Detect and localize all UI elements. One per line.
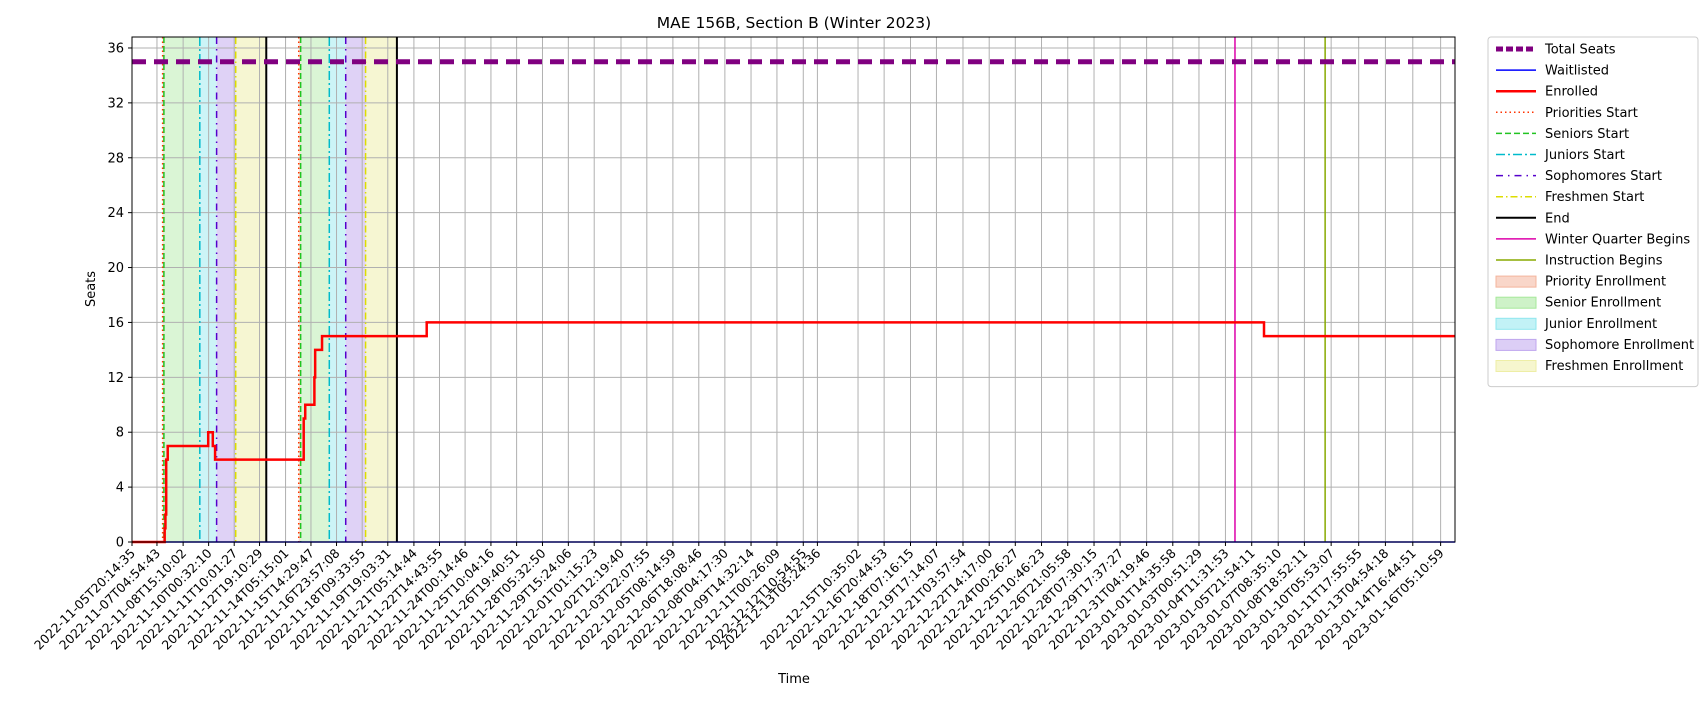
y-tick-label: 0	[116, 536, 124, 551]
sophomore-enrollment-region	[216, 37, 236, 542]
legend-label: Senior Enrollment	[1545, 296, 1661, 311]
legend-label: Freshmen Start	[1545, 190, 1644, 205]
legend-label: Total Seats	[1544, 43, 1616, 58]
legend-label: End	[1545, 211, 1570, 226]
y-tick-label: 32	[107, 96, 124, 111]
legend-label: Enrolled	[1545, 85, 1598, 100]
legend-label: Seniors Start	[1545, 127, 1629, 142]
legend-swatch	[1495, 296, 1537, 309]
y-tick-label: 20	[107, 261, 124, 276]
y-tick-label: 24	[107, 206, 124, 221]
freshmen-enrollment-region	[235, 37, 267, 542]
legend-label: Juniors Start	[1544, 148, 1625, 163]
sophomore-enrollment-region	[345, 37, 366, 542]
legend-label: Priorities Start	[1545, 106, 1638, 121]
legend-label: Freshmen Enrollment	[1545, 359, 1683, 374]
chart-title: MAE 156B, Section B (Winter 2023)	[657, 14, 931, 32]
legend-swatch	[1495, 317, 1537, 330]
legend-label: Waitlisted	[1545, 64, 1609, 79]
x-axis-ticks: 2022-11-05T20:14:352022-11-07T04:54:4320…	[31, 542, 1447, 653]
enrollment-regions	[162, 37, 397, 542]
y-axis-label: Seats	[84, 271, 99, 307]
junior-enrollment-region	[329, 37, 346, 542]
senior-enrollment-region	[300, 37, 330, 542]
y-axis-ticks: 0 4 8 12 16 20 24 28 32 36	[107, 41, 132, 551]
freshmen-enrollment-region	[365, 37, 397, 542]
y-tick-label: 36	[107, 41, 124, 56]
legend-label: Sophomore Enrollment	[1545, 338, 1694, 353]
event-lines	[161, 37, 1326, 542]
y-tick-label: 4	[116, 481, 124, 496]
legend: Total Seats Waitlisted Enrolled Priorities …	[1487, 36, 1699, 388]
y-tick-label: 28	[107, 151, 124, 166]
legend-label: Junior Enrollment	[1544, 317, 1657, 332]
priority-enrollment-region	[298, 37, 301, 542]
senior-enrollment-region	[163, 37, 200, 542]
legend-swatch	[1495, 360, 1537, 372]
y-tick-label: 12	[107, 371, 124, 386]
x-axis-label: Time	[777, 672, 810, 687]
legend-label: Winter Quarter Begins	[1545, 232, 1690, 247]
grid-lines	[131, 37, 1455, 543]
y-tick-label: 16	[107, 316, 124, 331]
enrolled-series-line	[132, 321, 1455, 544]
legend-label: Priority Enrollment	[1545, 275, 1666, 290]
legend-label: Sophomores Start	[1545, 169, 1662, 184]
legend-box	[1487, 36, 1699, 388]
legend-swatch	[1495, 275, 1537, 288]
legend-label: Instruction Begins	[1545, 254, 1663, 269]
plot-frame	[131, 36, 1456, 543]
y-tick-label: 8	[116, 426, 124, 441]
legend-swatch	[1495, 338, 1537, 351]
